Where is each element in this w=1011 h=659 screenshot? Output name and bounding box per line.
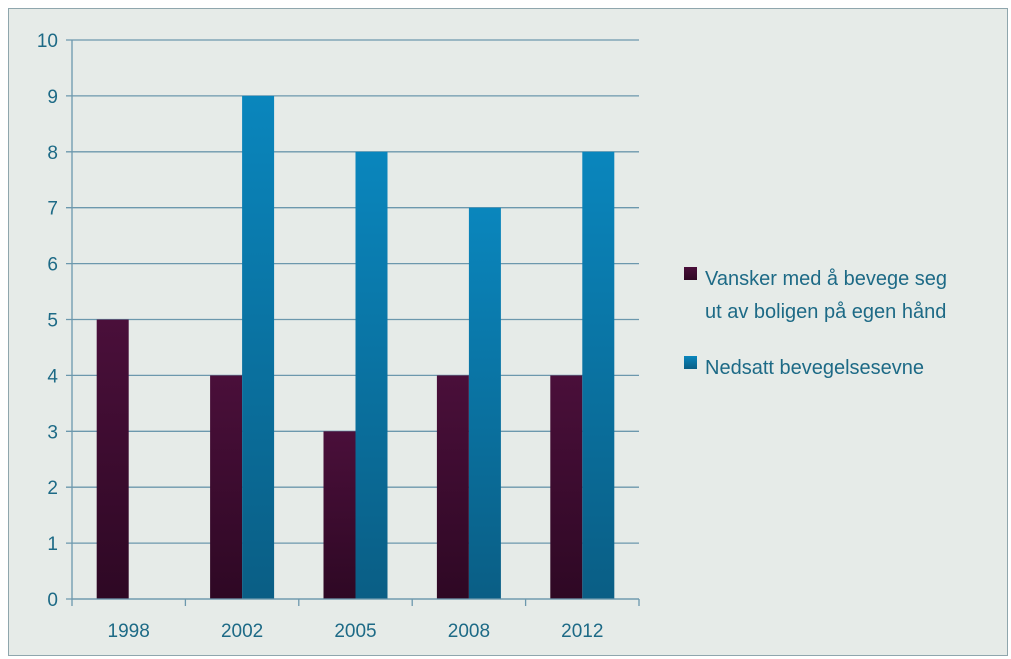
legend-swatch-1 [684, 356, 697, 369]
legend-swatch-0 [684, 267, 697, 280]
gridlines [66, 39, 639, 600]
bar-nedsatt-2012 [582, 151, 615, 600]
y-tick-label-5: 5 [47, 311, 58, 332]
legend: Vansker med å bevege seg ut av boligen på… [684, 267, 947, 379]
y-axis-tick-labels: 0 1 2 3 4 5 6 7 8 9 10 [37, 31, 59, 611]
bars [96, 95, 615, 600]
bar-vansker-2002 [210, 375, 243, 599]
x-tick-label-2002: 2002 [221, 621, 263, 642]
y-tick-label-0: 0 [47, 590, 58, 611]
x-tick-label-2008: 2008 [448, 621, 490, 642]
y-tick-label-9: 9 [47, 87, 58, 108]
y-tick-label-10: 10 [37, 31, 58, 52]
y-tick-label-4: 4 [47, 366, 58, 387]
y-tick-label-8: 8 [47, 143, 58, 164]
bar-nedsatt-2005 [355, 151, 388, 600]
axes [71, 40, 640, 606]
x-axis-tick-labels: 1998 2002 2005 2008 2012 [108, 621, 604, 642]
x-tick-label-2005: 2005 [334, 621, 376, 642]
chart-frame: 0 1 2 3 4 5 6 7 8 9 10 1998 2002 2005 2008 2012 Vanske… [8, 8, 1008, 656]
bar-chart: 0 1 2 3 4 5 6 7 8 9 10 1998 2002 2005 2008 2012 Vanske… [37, 31, 947, 642]
y-tick-label-7: 7 [47, 199, 58, 220]
bar-vansker-2005 [323, 431, 356, 599]
bar-nedsatt-2002 [242, 95, 275, 600]
y-tick-label-2: 2 [47, 478, 58, 499]
y-tick-label-1: 1 [47, 534, 58, 555]
legend-label-0-line-1: ut av boligen på egen hånd [705, 301, 946, 323]
x-tick-label-1998: 1998 [108, 621, 150, 642]
bar-vansker-2008 [436, 375, 469, 599]
bar-vansker-2012 [550, 375, 583, 599]
y-tick-label-3: 3 [47, 422, 58, 443]
bar-vansker-1998 [96, 319, 129, 599]
bar-nedsatt-2008 [468, 207, 501, 599]
y-tick-label-6: 6 [47, 255, 58, 276]
legend-label-0-line-0: Vansker med å bevege seg [705, 268, 947, 290]
x-tick-label-2012: 2012 [561, 621, 603, 642]
legend-label-1-line-0: Nedsatt bevegelsesevne [705, 357, 924, 379]
